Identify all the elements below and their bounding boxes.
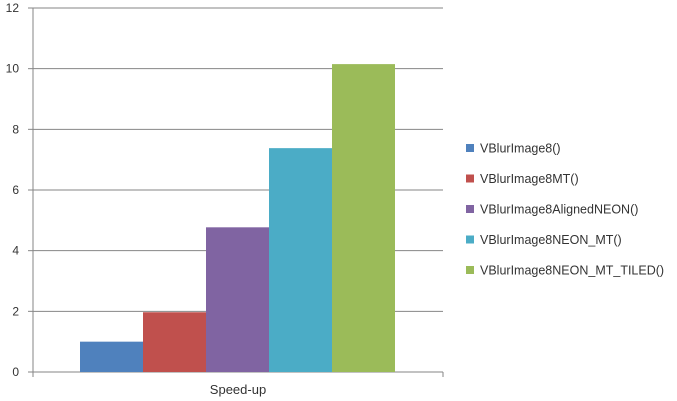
legend-label-4: VBlurImage8NEON_MT(): [480, 233, 622, 247]
legend-label-3: VBlurImage8AlignedNEON(): [480, 203, 638, 217]
legend-swatch-2: [466, 174, 474, 183]
legend-swatch-5: [466, 266, 474, 274]
bars: [80, 64, 395, 372]
legend-label-5: VBlurImage8NEON_MT_TILED(): [480, 264, 664, 278]
bar-2: [143, 312, 206, 372]
legend-swatch-3: [466, 205, 474, 213]
legend-swatch-4: [466, 235, 474, 244]
y-tick-labels: 0 2 4 6 8 10 12: [6, 1, 20, 379]
x-category-label: Speed-up: [210, 382, 266, 397]
legend-swatch-1: [466, 144, 474, 152]
bar-1: [80, 341, 143, 372]
bar-3: [206, 227, 269, 372]
y-tick-label: 2: [12, 304, 19, 318]
y-tick-label: 12: [6, 1, 20, 15]
y-tick-label: 8: [12, 122, 19, 136]
y-tick-label: 4: [12, 244, 19, 258]
bar-4: [269, 148, 332, 372]
legend-label-2: VBlurImage8MT(): [480, 172, 579, 186]
y-tick-label: 6: [12, 183, 19, 197]
legend: VBlurImage8() VBlurImage8MT() VBlurImage8A…: [466, 142, 664, 278]
x-category-labels: Speed-up: [210, 382, 266, 397]
y-tick-label: 10: [6, 62, 20, 76]
bar-5: [332, 64, 395, 372]
y-tick-label: 0: [12, 365, 19, 379]
legend-label-1: VBlurImage8(): [480, 142, 561, 156]
